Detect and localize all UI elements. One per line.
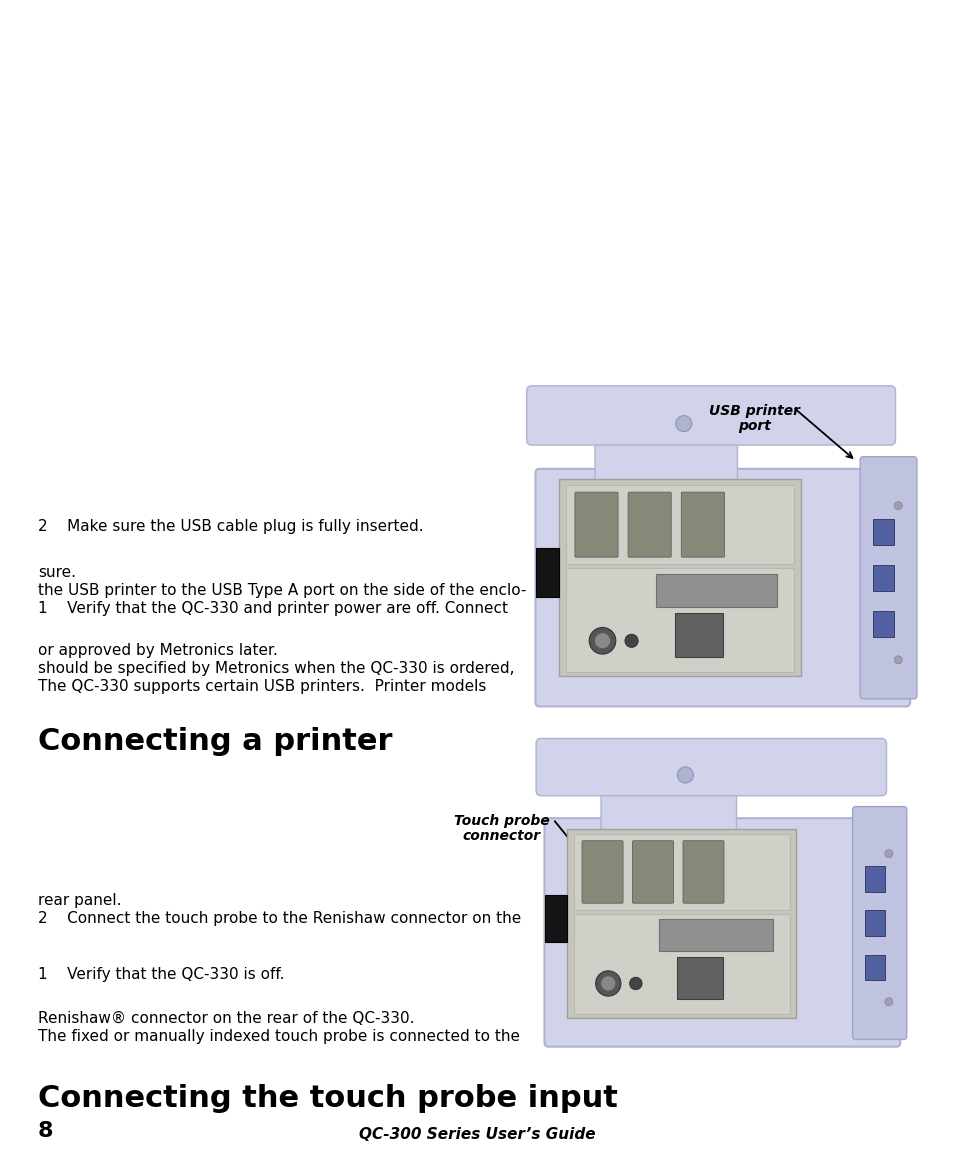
- FancyBboxPatch shape: [575, 493, 618, 557]
- Bar: [566, 486, 793, 564]
- FancyBboxPatch shape: [544, 818, 900, 1047]
- Text: The fixed or manually indexed touch probe is connected to the: The fixed or manually indexed touch prob…: [38, 1029, 519, 1044]
- Bar: [864, 955, 884, 979]
- FancyBboxPatch shape: [526, 386, 895, 445]
- Bar: [659, 919, 773, 952]
- Text: sure.: sure.: [38, 564, 76, 580]
- Circle shape: [884, 998, 892, 1006]
- Bar: [872, 564, 894, 591]
- Text: QC-300 Series User’s Guide: QC-300 Series User’s Guide: [358, 1127, 595, 1142]
- Text: Touch probe: Touch probe: [454, 814, 549, 828]
- Circle shape: [893, 656, 902, 664]
- FancyBboxPatch shape: [680, 493, 723, 557]
- Text: rear panel.: rear panel.: [38, 892, 121, 907]
- Circle shape: [893, 502, 902, 510]
- Text: connector: connector: [462, 829, 540, 843]
- Text: the USB printer to the USB Type A port on the side of the enclo-: the USB printer to the USB Type A port o…: [38, 583, 526, 598]
- FancyBboxPatch shape: [558, 480, 800, 676]
- Circle shape: [600, 976, 616, 991]
- FancyBboxPatch shape: [632, 840, 673, 903]
- Text: 2    Connect the touch probe to the Renishaw connector on the: 2 Connect the touch probe to the Renisha…: [38, 911, 520, 926]
- Circle shape: [675, 416, 691, 431]
- FancyBboxPatch shape: [852, 807, 905, 1040]
- FancyBboxPatch shape: [595, 437, 737, 482]
- Text: should be specified by Metronics when the QC-330 is ordered,: should be specified by Metronics when th…: [38, 661, 514, 676]
- Circle shape: [624, 634, 638, 648]
- FancyBboxPatch shape: [536, 738, 885, 796]
- Circle shape: [629, 977, 641, 990]
- Bar: [677, 957, 722, 999]
- Bar: [655, 574, 776, 607]
- Bar: [872, 611, 894, 636]
- Circle shape: [595, 971, 620, 996]
- FancyBboxPatch shape: [600, 788, 736, 831]
- Bar: [566, 568, 793, 672]
- Text: 2    Make sure the USB cable plug is fully inserted.: 2 Make sure the USB cable plug is fully …: [38, 519, 423, 534]
- FancyBboxPatch shape: [581, 840, 622, 903]
- Text: USB printer: USB printer: [709, 404, 800, 418]
- FancyBboxPatch shape: [860, 457, 916, 699]
- Circle shape: [594, 633, 610, 649]
- Text: Connecting the touch probe input: Connecting the touch probe input: [38, 1084, 618, 1113]
- Bar: [574, 913, 789, 1014]
- Bar: [574, 834, 789, 910]
- Circle shape: [589, 627, 616, 654]
- Bar: [675, 613, 722, 656]
- Text: 8: 8: [38, 1121, 53, 1140]
- Circle shape: [884, 850, 892, 858]
- Circle shape: [677, 767, 693, 783]
- Text: Connecting a printer: Connecting a printer: [38, 727, 392, 756]
- Text: The QC-330 supports certain USB printers.  Printer models: The QC-330 supports certain USB printers…: [38, 679, 486, 694]
- Bar: [535, 548, 558, 598]
- FancyBboxPatch shape: [682, 840, 723, 903]
- FancyBboxPatch shape: [627, 493, 671, 557]
- Bar: [872, 519, 894, 545]
- FancyBboxPatch shape: [566, 829, 796, 1018]
- FancyBboxPatch shape: [535, 469, 909, 707]
- Text: or approved by Metronics later.: or approved by Metronics later.: [38, 643, 277, 658]
- Bar: [544, 895, 566, 942]
- Bar: [864, 911, 884, 935]
- Text: port: port: [738, 420, 771, 433]
- Text: Renishaw® connector on the rear of the QC-330.: Renishaw® connector on the rear of the Q…: [38, 1011, 414, 1026]
- Text: 1    Verify that the QC-330 is off.: 1 Verify that the QC-330 is off.: [38, 967, 284, 982]
- Text: 1    Verify that the QC-330 and printer power are off. Connect: 1 Verify that the QC-330 and printer pow…: [38, 602, 507, 615]
- Bar: [864, 866, 884, 891]
